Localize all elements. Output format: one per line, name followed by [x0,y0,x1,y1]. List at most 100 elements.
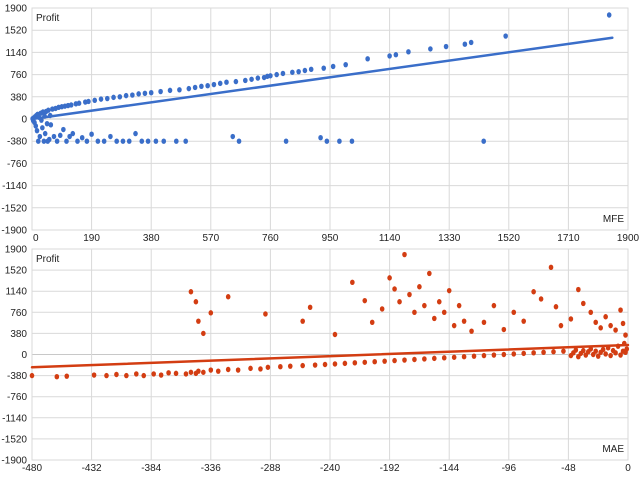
mae-data-point [407,291,412,298]
mfe-data-point [330,63,336,70]
mae-y-tick-label: -1520 [1,434,27,445]
mfe-data-point [217,80,223,87]
mfe-data-point [243,77,248,84]
mfe-data-point [343,61,348,68]
mae-x-tick-label: -96 [502,463,517,474]
mfe-data-point [76,100,82,106]
mae-y-tick-label: 380 [10,329,27,340]
mfe-data-point [302,67,308,74]
mae-data-point [623,332,628,338]
mae-data-point [588,309,594,315]
mae-data-point [432,315,437,322]
mae-x-tick-label: -48 [561,463,576,474]
mae-data-point [188,369,194,375]
mfe-data-point [79,134,85,141]
mae-data-point [417,284,422,290]
mfe-data-point [296,68,301,75]
mfe-data-point [503,33,508,39]
mfe-x-tick-label: 1900 [617,233,640,244]
mfe-data-point [57,132,63,139]
mfe-data-point [42,130,48,137]
mfe-data-point [249,76,254,82]
mae-data-point [427,270,432,277]
mae-data-point [581,300,586,307]
mae-data-point [581,347,586,354]
mae-data-point [412,309,417,315]
mfe-x-tick-label: 190 [83,233,100,244]
mfe-data-point [75,138,80,144]
mae-data-point [124,372,129,379]
mfe-data-point [283,138,289,144]
mae-data-point [558,322,564,329]
mfe-data-point [136,91,141,97]
mfe-data-point [173,138,179,144]
mfe-x-tick-label: 1520 [498,233,521,244]
mae-trend-line [30,343,630,369]
mae-data-point [278,364,283,370]
mae-y-tick-label: 0 [21,350,27,361]
mae-y-tick-label: 1900 [5,245,28,256]
mae-data-point [392,286,397,292]
mfe-y-tick-label: -1140 [2,181,27,192]
mfe-data-point [148,90,154,96]
mfe-data-point [92,97,98,104]
mae-data-point [248,365,253,372]
mfe-data-point [406,49,411,55]
mae-y-tick-label: 1140 [5,287,27,298]
mae-y-tick-label: 760 [10,308,27,319]
mae-data-point [432,355,437,362]
mae-data-point [613,350,618,356]
mfe-data-point [443,43,449,50]
mae-data-point [618,352,623,358]
mfe-data-point [233,78,239,85]
mfe-data-point [167,87,173,94]
mfe-data-point [54,138,60,144]
mae-data-point [201,330,206,337]
mfe-data-point [186,85,192,92]
mae-data-point [561,348,566,354]
mfe-data-point [130,92,135,98]
mae-data-point [436,299,442,305]
mfe-x-tick-label: 760 [262,233,279,244]
mae-data-point [369,319,375,325]
mfe-data-point [34,127,40,134]
mae-data-point [608,322,613,329]
mae-x-tick-label: -144 [439,463,459,474]
mae-data-point [287,363,293,369]
mfe-data-point [365,56,370,62]
mfe-data-point [67,133,72,140]
mfe-data-point [158,88,163,95]
mae-data-point [541,349,546,355]
mae-y-tick-label: -760 [7,392,27,403]
mfe-y-tick-label: 1900 [5,4,28,15]
mae-data-point [553,304,559,310]
mae-x-tick-label: -336 [201,463,221,474]
mae-x-tick-label: -480 [22,463,42,474]
mae-data-point [501,351,507,358]
mae-data-point [531,289,536,295]
mae-data-point [461,318,467,324]
mae-y-tick-label: -380 [7,371,27,382]
mfe-data-point [51,133,57,140]
mfe-y-tick-label: 0 [21,115,27,126]
mae-data-point [538,296,544,302]
mfe-data-point [33,123,39,129]
mae-data-point [188,289,194,295]
mfe-data-point [255,75,261,81]
mae-data-point [620,320,626,327]
mfe-data-point [61,126,66,133]
mfe-data-point [108,133,113,140]
mfe-data-point [68,102,74,108]
mfe-data-point [308,66,314,73]
mae-data-point [225,294,231,300]
mfe-data-point [95,138,101,144]
mae-data-point [312,362,318,368]
mae-data-point [54,374,60,380]
mae-data-point [235,367,241,373]
mae-x-tick-label: -384 [141,463,161,474]
mae-y-tick-label: 1520 [5,266,28,277]
mfe-data-point [199,83,204,89]
mae-data-point [141,372,147,379]
mfe-data-point [205,83,210,89]
mae-data-point [173,370,179,377]
